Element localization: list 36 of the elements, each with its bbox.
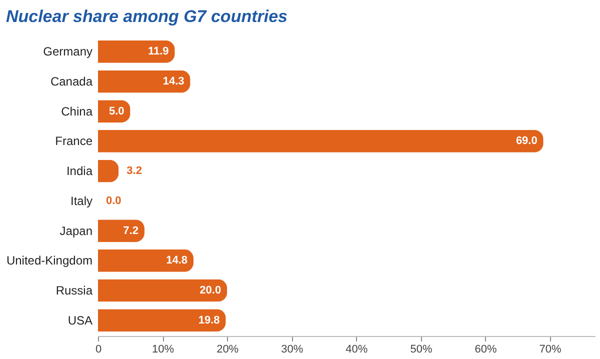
data-label: 7.2 — [123, 224, 138, 237]
data-label: 11.9 — [148, 46, 169, 58]
y-tick-label: India — [66, 164, 93, 178]
x-tick-label: 60% — [474, 344, 497, 356]
x-tick-label: 50% — [410, 344, 432, 356]
chart-title: Nuclear share among G7 countries — [6, 7, 288, 26]
bar — [98, 70, 190, 93]
x-tick-label: 40% — [346, 344, 368, 356]
x-tick-label: 20% — [216, 344, 239, 356]
data-label: 5.0 — [108, 105, 124, 118]
bar — [98, 130, 544, 152]
y-tick-label: United-Kingdom — [6, 254, 92, 268]
bar — [98, 249, 194, 272]
data-label: 14.8 — [166, 254, 188, 267]
y-tick-label: Italy — [70, 194, 92, 208]
x-tick-label: 70% — [539, 344, 562, 356]
data-label: 69.0 — [516, 135, 538, 148]
y-tick-label: Canada — [50, 74, 93, 89]
bar — [98, 309, 226, 332]
data-label: 19.8 — [198, 314, 220, 326]
bar — [98, 279, 228, 302]
y-tick-label: Germany — [43, 44, 92, 59]
x-tick-label: 10% — [152, 344, 174, 356]
data-label: 14.3 — [162, 76, 184, 88]
y-tick-label: USA — [68, 313, 92, 328]
data-label: 0.0 — [106, 194, 122, 207]
y-tick-label: China — [61, 104, 93, 118]
x-tick-label: 0 — [95, 344, 102, 356]
x-tick-label: 30% — [281, 344, 304, 356]
y-tick-label: France — [55, 134, 93, 148]
y-tick-label: Japan — [60, 224, 92, 238]
y-tick-label: Russia — [56, 283, 93, 298]
data-label: 3.2 — [126, 165, 142, 178]
data-label: 20.0 — [200, 284, 222, 296]
bar — [98, 160, 119, 182]
bar — [98, 40, 175, 63]
